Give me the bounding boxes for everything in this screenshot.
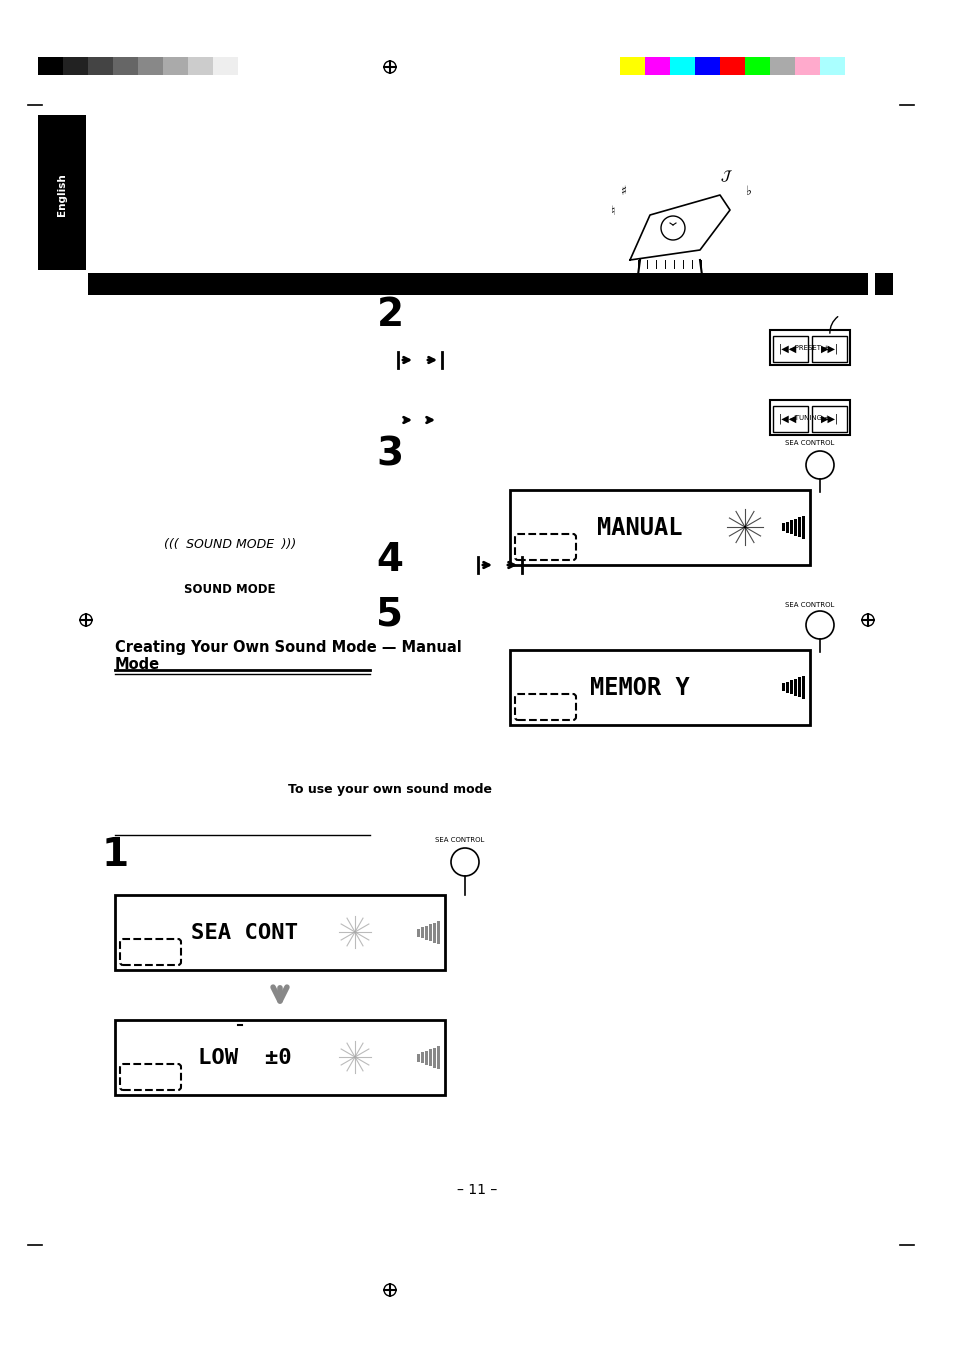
- Text: 5: 5: [376, 596, 403, 634]
- Text: 3: 3: [376, 435, 403, 475]
- Bar: [801, 516, 804, 539]
- Text: MEMOR Y: MEMOR Y: [590, 676, 689, 700]
- Bar: [433, 1048, 436, 1068]
- Bar: [744, 57, 769, 74]
- Bar: [619, 57, 644, 74]
- Bar: [669, 57, 695, 74]
- Bar: [115, 1019, 444, 1095]
- Text: $\sharp$: $\sharp$: [619, 184, 626, 197]
- Text: 2: 2: [376, 296, 403, 334]
- Text: 4: 4: [376, 541, 403, 579]
- Bar: [420, 927, 423, 938]
- Bar: [811, 337, 846, 362]
- Bar: [163, 57, 188, 74]
- Bar: [793, 519, 796, 535]
- Bar: [769, 330, 849, 365]
- Bar: [785, 681, 788, 694]
- Text: – 11 –: – 11 –: [456, 1183, 497, 1197]
- Bar: [797, 518, 801, 538]
- Bar: [436, 921, 439, 944]
- Text: |◀◀: |◀◀: [778, 414, 797, 425]
- Text: |◀◀: |◀◀: [778, 343, 797, 354]
- Text: $\mathcal{J}$: $\mathcal{J}$: [720, 168, 732, 184]
- Text: SEA CONT: SEA CONT: [192, 923, 298, 942]
- Bar: [429, 923, 432, 941]
- Bar: [644, 57, 669, 74]
- Bar: [112, 57, 138, 74]
- Bar: [416, 1053, 419, 1061]
- Bar: [188, 57, 213, 74]
- Text: $\natural$: $\natural$: [609, 204, 615, 218]
- Bar: [424, 1051, 428, 1064]
- Bar: [38, 115, 86, 270]
- Text: MANUAL: MANUAL: [597, 516, 682, 539]
- Text: SEA CONTROL: SEA CONTROL: [784, 439, 834, 446]
- Bar: [811, 406, 846, 433]
- Bar: [695, 57, 720, 74]
- Text: $\flat$: $\flat$: [744, 185, 751, 197]
- Bar: [138, 57, 163, 74]
- Bar: [63, 57, 88, 74]
- Bar: [874, 273, 892, 295]
- Bar: [789, 521, 792, 534]
- Text: (((   SOUND MODE   ))): ((( SOUND MODE ))): [164, 538, 295, 552]
- Bar: [801, 676, 804, 699]
- Bar: [237, 57, 263, 74]
- Bar: [429, 1049, 432, 1065]
- Bar: [88, 57, 112, 74]
- Bar: [797, 677, 801, 698]
- Bar: [769, 57, 794, 74]
- Text: SEA CONTROL: SEA CONTROL: [784, 602, 834, 608]
- Text: SEA CONTROL: SEA CONTROL: [435, 837, 484, 844]
- Text: SOUND MODE: SOUND MODE: [184, 584, 275, 596]
- Bar: [510, 489, 809, 565]
- Bar: [420, 1052, 423, 1063]
- Bar: [213, 57, 237, 74]
- Bar: [424, 926, 428, 940]
- Bar: [88, 273, 867, 295]
- Bar: [789, 680, 792, 695]
- Bar: [820, 57, 844, 74]
- Bar: [772, 337, 807, 362]
- Text: English: English: [57, 173, 67, 216]
- Text: 1: 1: [101, 836, 129, 873]
- Bar: [781, 523, 784, 531]
- Text: ▶▶|: ▶▶|: [820, 414, 839, 425]
- Bar: [781, 684, 784, 691]
- Text: To use your own sound mode: To use your own sound mode: [288, 784, 492, 796]
- Bar: [794, 57, 820, 74]
- Bar: [433, 922, 436, 942]
- Bar: [510, 650, 809, 725]
- Bar: [785, 522, 788, 533]
- Bar: [416, 929, 419, 937]
- Bar: [793, 679, 796, 696]
- Text: ▶▶|: ▶▶|: [820, 343, 839, 354]
- Text: LOW  ±0: LOW ±0: [198, 1048, 292, 1068]
- Text: - TUNING +: - TUNING +: [789, 415, 829, 420]
- Bar: [772, 406, 807, 433]
- Bar: [769, 400, 849, 435]
- Bar: [720, 57, 744, 74]
- Bar: [436, 1046, 439, 1069]
- Text: - PRESET +: - PRESET +: [790, 345, 829, 352]
- Text: Creating Your Own Sound Mode — Manual
Mode: Creating Your Own Sound Mode — Manual Mo…: [115, 639, 461, 672]
- Bar: [38, 57, 63, 74]
- Bar: [115, 895, 444, 969]
